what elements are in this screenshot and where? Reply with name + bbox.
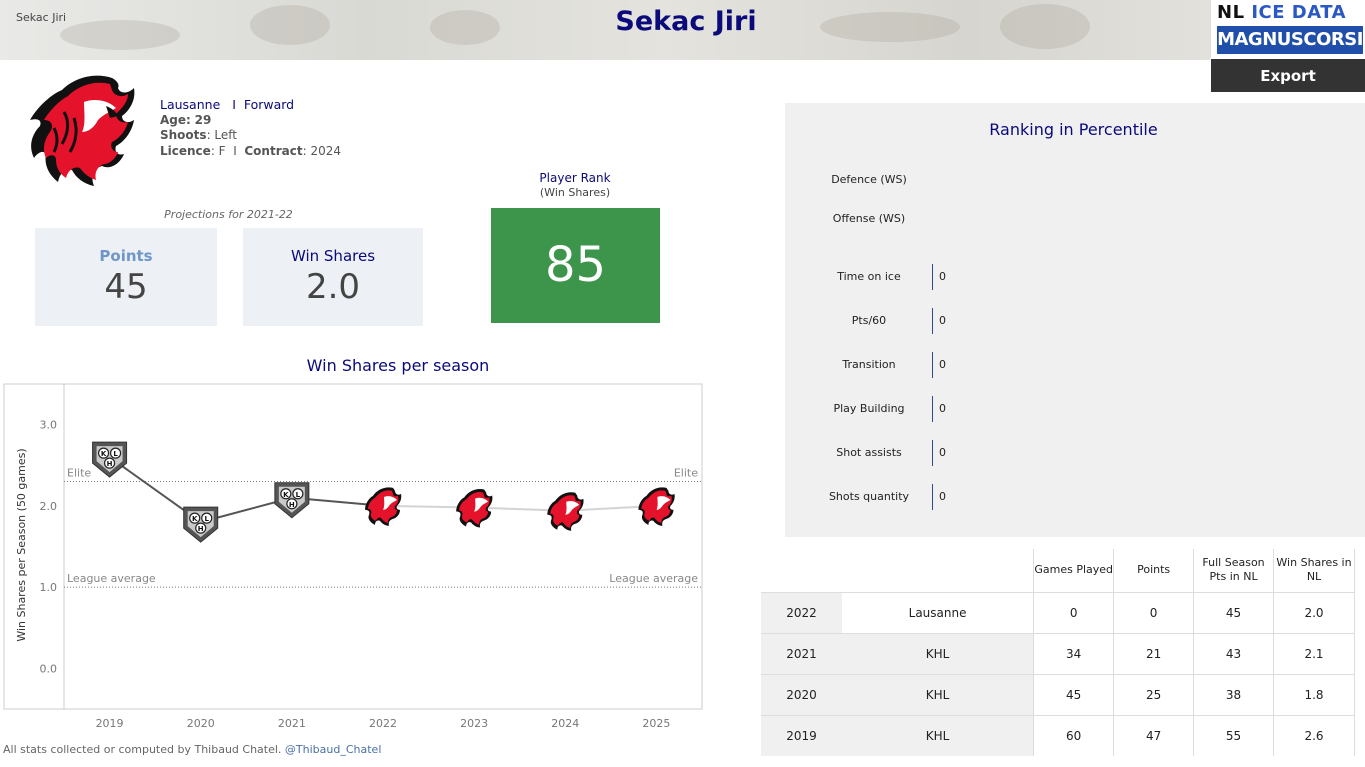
player-position: Forward [243,97,295,112]
lausanne-logo-marker [547,492,584,531]
reference-label: Elite [67,467,91,480]
svg-text:L: L [204,515,209,523]
percentile-bar [932,264,933,290]
points-label: Points [99,247,153,265]
table-header-row: Games Played Points Full Season Pts in N… [761,549,1355,592]
player-shoots: Left [214,128,237,142]
chart-frame [3,383,703,710]
info-separator: I [232,97,236,112]
x-tick-label: 2021 [278,717,306,730]
export-button[interactable]: Export [1211,59,1365,92]
percentile-bar [932,352,933,378]
ranking-row: Transition 0 [785,352,1365,378]
khl-logo-marker: K LH [274,482,310,519]
ranking-row: Offense (WS) [832,212,906,225]
footer-credit: All stats collected or computed by Thiba… [3,743,381,756]
player-rank-title: Player Rank [539,171,611,185]
win-shares-card: Win Shares 2.0 [243,228,423,326]
y-tick-label: 3.0 [40,419,58,432]
table-row: 2022 Lausanne 0 0 45 2.0 [761,591,1355,633]
x-tick-label: 2023 [460,717,488,730]
percentile-bar [932,308,933,334]
chart-title: Win Shares per season [306,356,490,375]
points-card: Points 45 [35,228,217,326]
ranking-row: Shot assists 0 [785,440,1365,466]
x-tick-label: 2020 [187,717,215,730]
player-rank-subtitle: (Win Shares) [539,186,611,199]
table-row: 2021 KHL 34 21 43 2.1 [761,632,1355,674]
y-tick-label: 2.0 [40,500,58,513]
lausanne-logo-marker [638,487,675,526]
footer-handle-link[interactable]: @Thibaud_Chatel [284,743,382,756]
y-tick-label: 1.0 [40,581,58,594]
player-age: 29 [194,112,212,127]
percentile-bar [932,484,933,510]
win-shares-label: Win Shares [290,247,376,265]
season-stats-table: Games Played Points Full Season Pts in N… [761,549,1355,756]
lausanne-logo-marker [456,488,493,528]
lausanne-lion-logo-icon [30,75,135,186]
header-banner: Sekac Jiri Sekac Jiri [0,0,1210,60]
nl-ice-data-logo: NL ICE DATA MAGNUSCORSI [1210,0,1365,58]
x-tick-label: 2022 [369,717,397,730]
ranking-title: Ranking in Percentile [989,120,1158,139]
table-row: 2019 KHL 60 47 55 2.6 [761,714,1355,756]
player-rank-value: 85 [491,208,660,323]
points-value: 45 [104,267,148,307]
ranking-row: Defence (WS) [831,173,907,186]
svg-text:L: L [113,450,118,458]
x-tick-label: 2019 [96,717,124,730]
reference-label: League average [67,572,156,585]
svg-text:L: L [296,491,301,499]
col-header-games-played: Games Played [1033,549,1114,592]
ranking-row: Pts/60 0 [785,308,1365,334]
col-header-full-season-pts: Full Season Pts in NL [1193,549,1274,592]
win-shares-chart: Win Shares per Season (50 games) 3.0 2.0 1… [3,383,703,730]
team-name: Lausanne [160,97,221,112]
khl-logo-marker: K LH [183,506,219,543]
projections-label: Projections for 2021-22 [164,208,293,221]
breadcrumb-player: Sekac Jiri [16,11,67,24]
y-tick-label: 0.0 [40,662,58,675]
ranking-row: Play Building 0 [785,396,1365,422]
page-title: Sekac Jiri [615,6,757,37]
col-header-win-shares: Win Shares in NL [1273,549,1355,592]
svg-text:K: K [192,515,198,523]
x-tick-label: 2024 [551,717,579,730]
player-info: Lausanne I Forward Age: 29 Shoots: Left … [160,97,341,158]
percentile-bar [932,440,933,466]
reference-label: League average [609,572,698,585]
svg-text:K: K [283,491,289,499]
khl-logo-marker: K LH [92,441,128,478]
percentile-bar [932,396,933,422]
lausanne-logo-marker [365,487,402,526]
logo-text-magnuscorsi: MAGNUSCORSI [1217,26,1363,54]
y-axis-label: Win Shares per Season (50 games) [15,448,28,641]
svg-text:K: K [101,450,107,458]
ranking-row: Time on ice 0 [785,264,1365,290]
x-tick-label: 2025 [642,717,670,730]
logo-text-ice-data: ICE DATA [1251,2,1347,23]
reference-label: Elite [674,467,698,480]
ranking-row: Shots quantity 0 [785,484,1365,510]
svg-text:H: H [198,525,204,533]
svg-text:H: H [107,460,113,468]
table-row: 2020 KHL 45 25 38 1.8 [761,673,1355,715]
win-shares-value: 2.0 [305,267,361,307]
player-licence: F [218,143,226,158]
col-header-points: Points [1113,549,1194,592]
footer-text: All stats collected or computed by Thiba… [3,743,282,756]
svg-text:H: H [289,501,295,509]
ranking-panel: Ranking in Percentile Defence (WS) Offen… [785,103,1365,537]
player-contract: 2024 [310,143,341,158]
logo-text-nl: NL [1217,2,1245,23]
